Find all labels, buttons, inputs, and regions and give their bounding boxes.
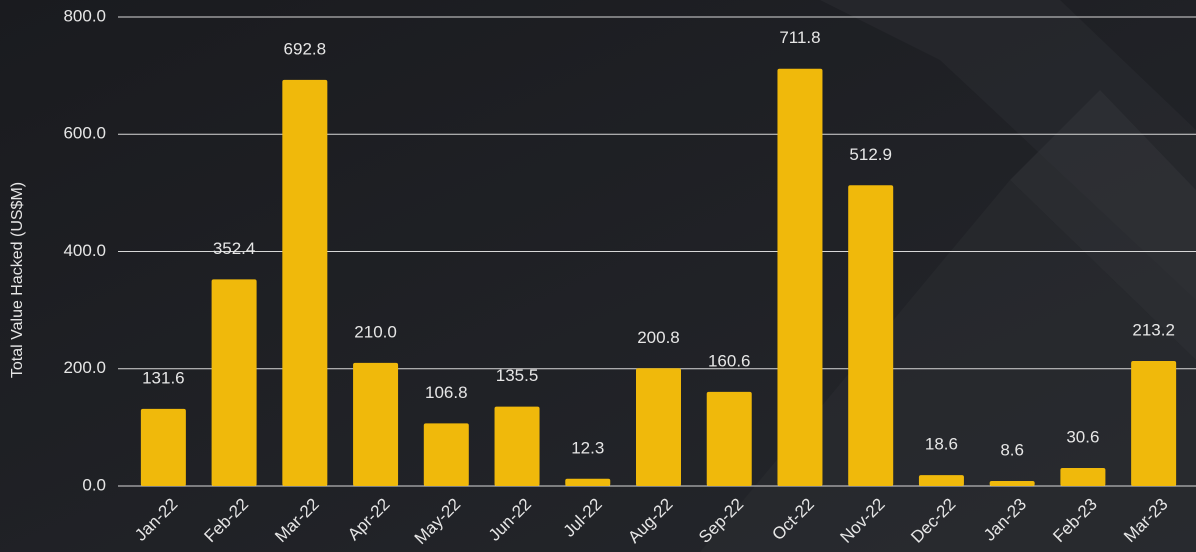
bar: [1060, 468, 1106, 486]
bar: [777, 68, 823, 487]
y-axis-label: Total Value Hacked (US$M): [9, 182, 26, 378]
bar: [918, 475, 964, 486]
value-label: 711.8: [779, 28, 820, 47]
value-label: 106.8: [425, 383, 468, 402]
bar: [353, 362, 399, 486]
y-tick-label: 600.0: [63, 124, 106, 143]
bar: [706, 391, 752, 486]
decoration: [700, 180, 1196, 552]
bar: [565, 478, 611, 486]
bar: [211, 279, 257, 486]
bar: [636, 368, 681, 486]
decoration: [820, 0, 1196, 300]
value-label: 30.6: [1066, 428, 1099, 447]
value-label: 8.6: [1000, 440, 1024, 459]
bar: [848, 185, 894, 486]
value-label: 12.3: [571, 438, 604, 457]
y-tick-label: 400.0: [63, 241, 106, 260]
bar: [140, 408, 186, 486]
value-label: 213.2: [1132, 320, 1175, 339]
bar: [1131, 361, 1177, 486]
value-label: 692.8: [284, 39, 327, 58]
bar: [989, 480, 1035, 486]
value-label: 352.4: [213, 239, 256, 258]
decoration: [1010, 90, 1196, 360]
value-label: 135.5: [496, 366, 539, 385]
value-label: 160.6: [708, 351, 751, 370]
value-label: 210.0: [354, 322, 397, 341]
y-tick-label: 0.0: [82, 475, 106, 494]
bar: [494, 406, 540, 486]
value-label: 131.6: [142, 368, 185, 387]
bar: [423, 423, 469, 486]
value-label: 512.9: [849, 145, 892, 164]
y-tick-label: 800.0: [63, 6, 106, 25]
value-label: 200.8: [637, 328, 680, 347]
value-label: 18.6: [925, 435, 958, 454]
y-tick-label: 200.0: [63, 358, 106, 377]
bar: [282, 79, 328, 486]
